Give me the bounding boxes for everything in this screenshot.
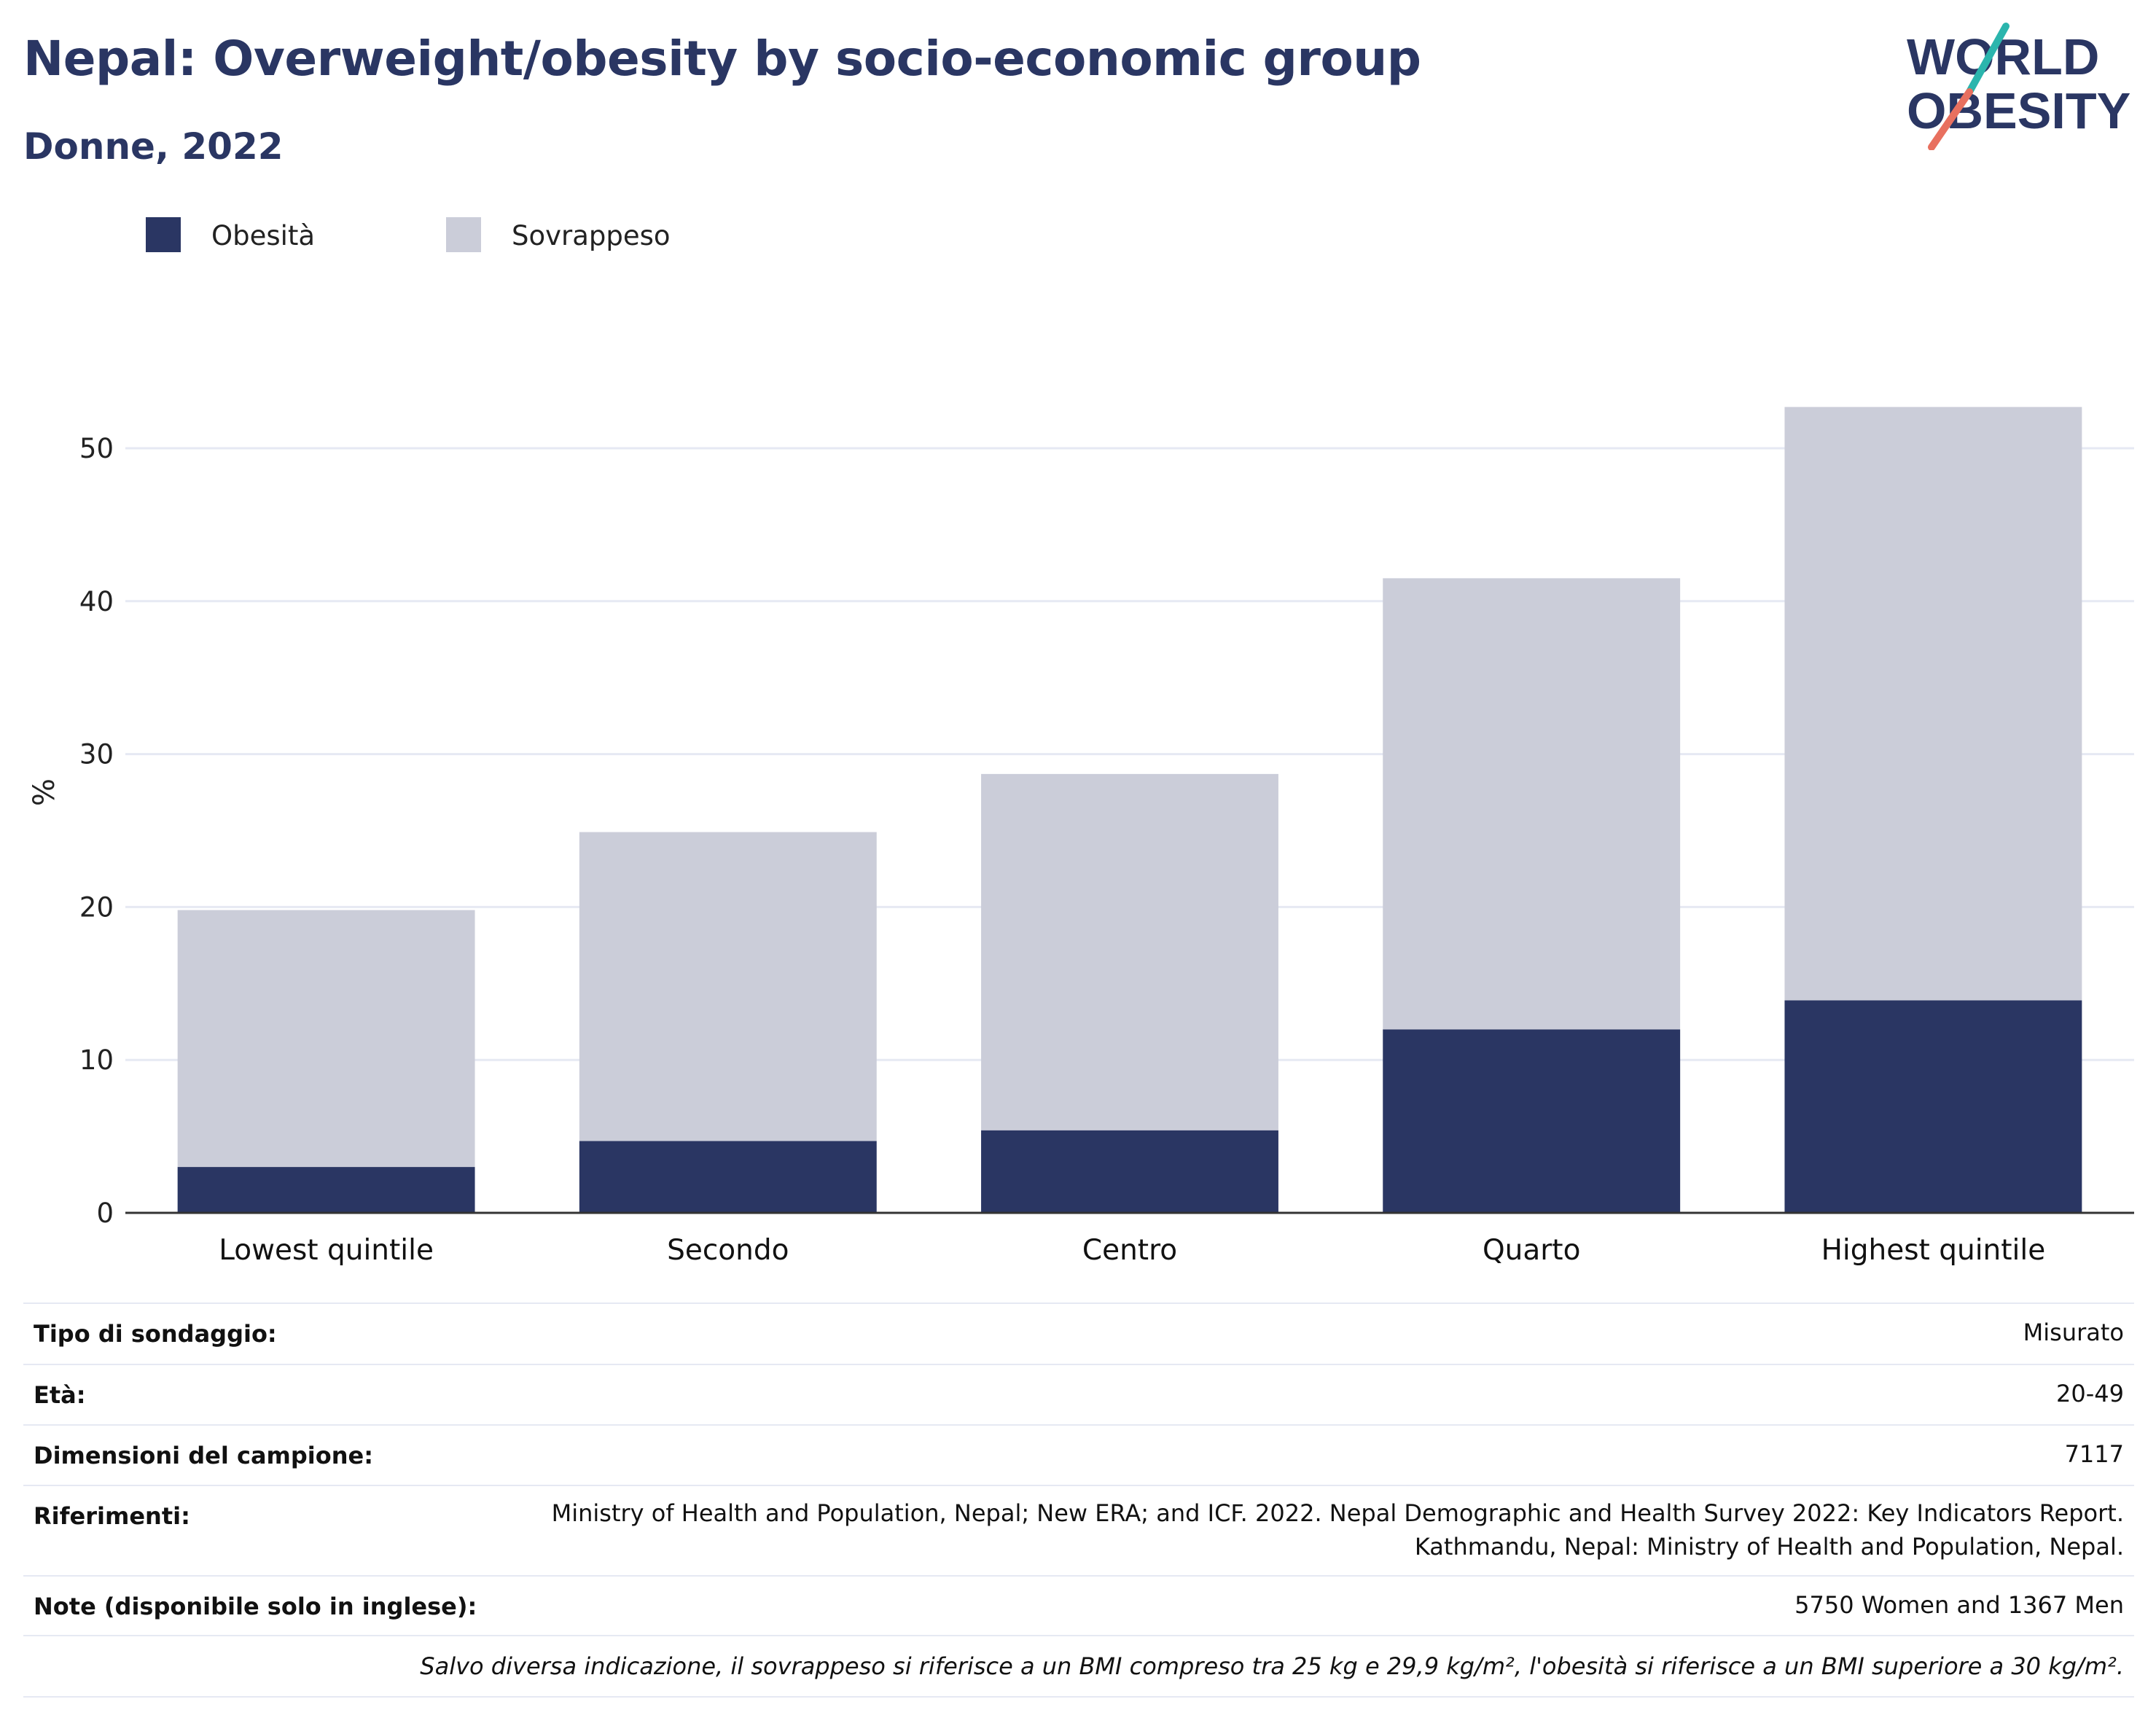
y-tick-label: 40 <box>79 586 114 617</box>
legend-swatch-obesity <box>146 217 181 252</box>
info-value-references: Ministry of Health and Population, Nepal… <box>552 1496 2124 1563</box>
y-tick-label: 30 <box>79 739 114 770</box>
info-value: 7117 <box>2064 1440 2124 1468</box>
chart-subtitle: Donne, 2022 <box>23 125 284 168</box>
y-tick-label: 0 <box>96 1198 114 1229</box>
bar-segment-obesity <box>1383 1029 1681 1213</box>
legend-label-overweight: Sovrappeso <box>512 220 671 251</box>
bar-segment-overweight <box>177 910 475 1168</box>
logo-slash-teal <box>1966 23 2009 95</box>
footnote: Salvo diversa indicazione, il sovrappeso… <box>420 1652 2124 1680</box>
legend-swatch-overweight <box>446 217 481 252</box>
bar-segment-overweight <box>981 773 1278 1130</box>
info-row-survey-type: Tipo di sondaggio: Misurato <box>23 1303 2134 1364</box>
info-table: Tipo di sondaggio: Misurato Età: 20-49 D… <box>23 1303 2134 1696</box>
info-table-bottom-border <box>23 1696 2134 1698</box>
info-row-age: Età: 20-49 <box>23 1364 2134 1424</box>
info-label: Dimensioni del campione: <box>34 1442 374 1469</box>
x-tick-label: Secondo <box>667 1234 789 1267</box>
info-value: Misurato <box>2023 1319 2124 1346</box>
y-tick-label: 20 <box>79 891 114 923</box>
bar-segment-obesity <box>981 1130 1278 1213</box>
info-label: Note (disponibile solo in inglese): <box>34 1593 477 1620</box>
bar-segment-overweight <box>1383 578 1681 1030</box>
y-tick-label: 10 <box>79 1044 114 1076</box>
info-label: Riferimenti: <box>34 1502 190 1530</box>
stacked-bar-chart: 0 10 20 30 40 50% Lowest quintile Secondo Centro… <box>28 407 2134 1267</box>
x-tick-label: Lowest quintile <box>219 1234 434 1267</box>
legend-label-obesity: Obesità <box>211 220 316 251</box>
info-label: Età: <box>34 1381 86 1409</box>
reference-line: Ministry of Health and Population, Nepal… <box>551 1499 2124 1527</box>
bar-segment-obesity <box>177 1167 475 1213</box>
info-value: 20-49 <box>2056 1380 2124 1407</box>
world-obesity-logo: WORLD OBESITY <box>1907 23 2130 150</box>
chart-title: Nepal: Overweight/obesity by socio-econo… <box>23 31 1421 87</box>
info-row-footnote: Salvo diversa indicazione, il sovrappeso… <box>23 1635 2134 1696</box>
y-tick-label: 50 <box>79 433 114 464</box>
info-row-sample-size: Dimensioni del campione: 7117 <box>23 1424 2134 1485</box>
logo-slash-coral <box>1928 88 1973 150</box>
bar-segment-overweight <box>579 832 877 1141</box>
x-tick-label: Quarto <box>1483 1234 1581 1267</box>
x-tick-label: Centro <box>1082 1234 1177 1267</box>
bar-segment-overweight <box>1784 407 2082 1001</box>
info-label: Tipo di sondaggio: <box>34 1320 277 1348</box>
bar-segment-obesity <box>579 1141 877 1213</box>
info-value: 5750 Women and 1367 Men <box>1794 1591 2124 1619</box>
x-tick-label: Highest quintile <box>1821 1234 2046 1267</box>
info-row-references: Riferimenti: Ministry of Health and Popu… <box>23 1485 2134 1575</box>
bar-segment-obesity <box>1784 1000 2082 1213</box>
y-axis-label: % <box>28 778 61 806</box>
reference-line: Kathmandu, Nepal: Ministry of Health and… <box>1414 1533 2124 1561</box>
info-row-notes: Note (disponibile solo in inglese): 5750… <box>23 1575 2134 1635</box>
